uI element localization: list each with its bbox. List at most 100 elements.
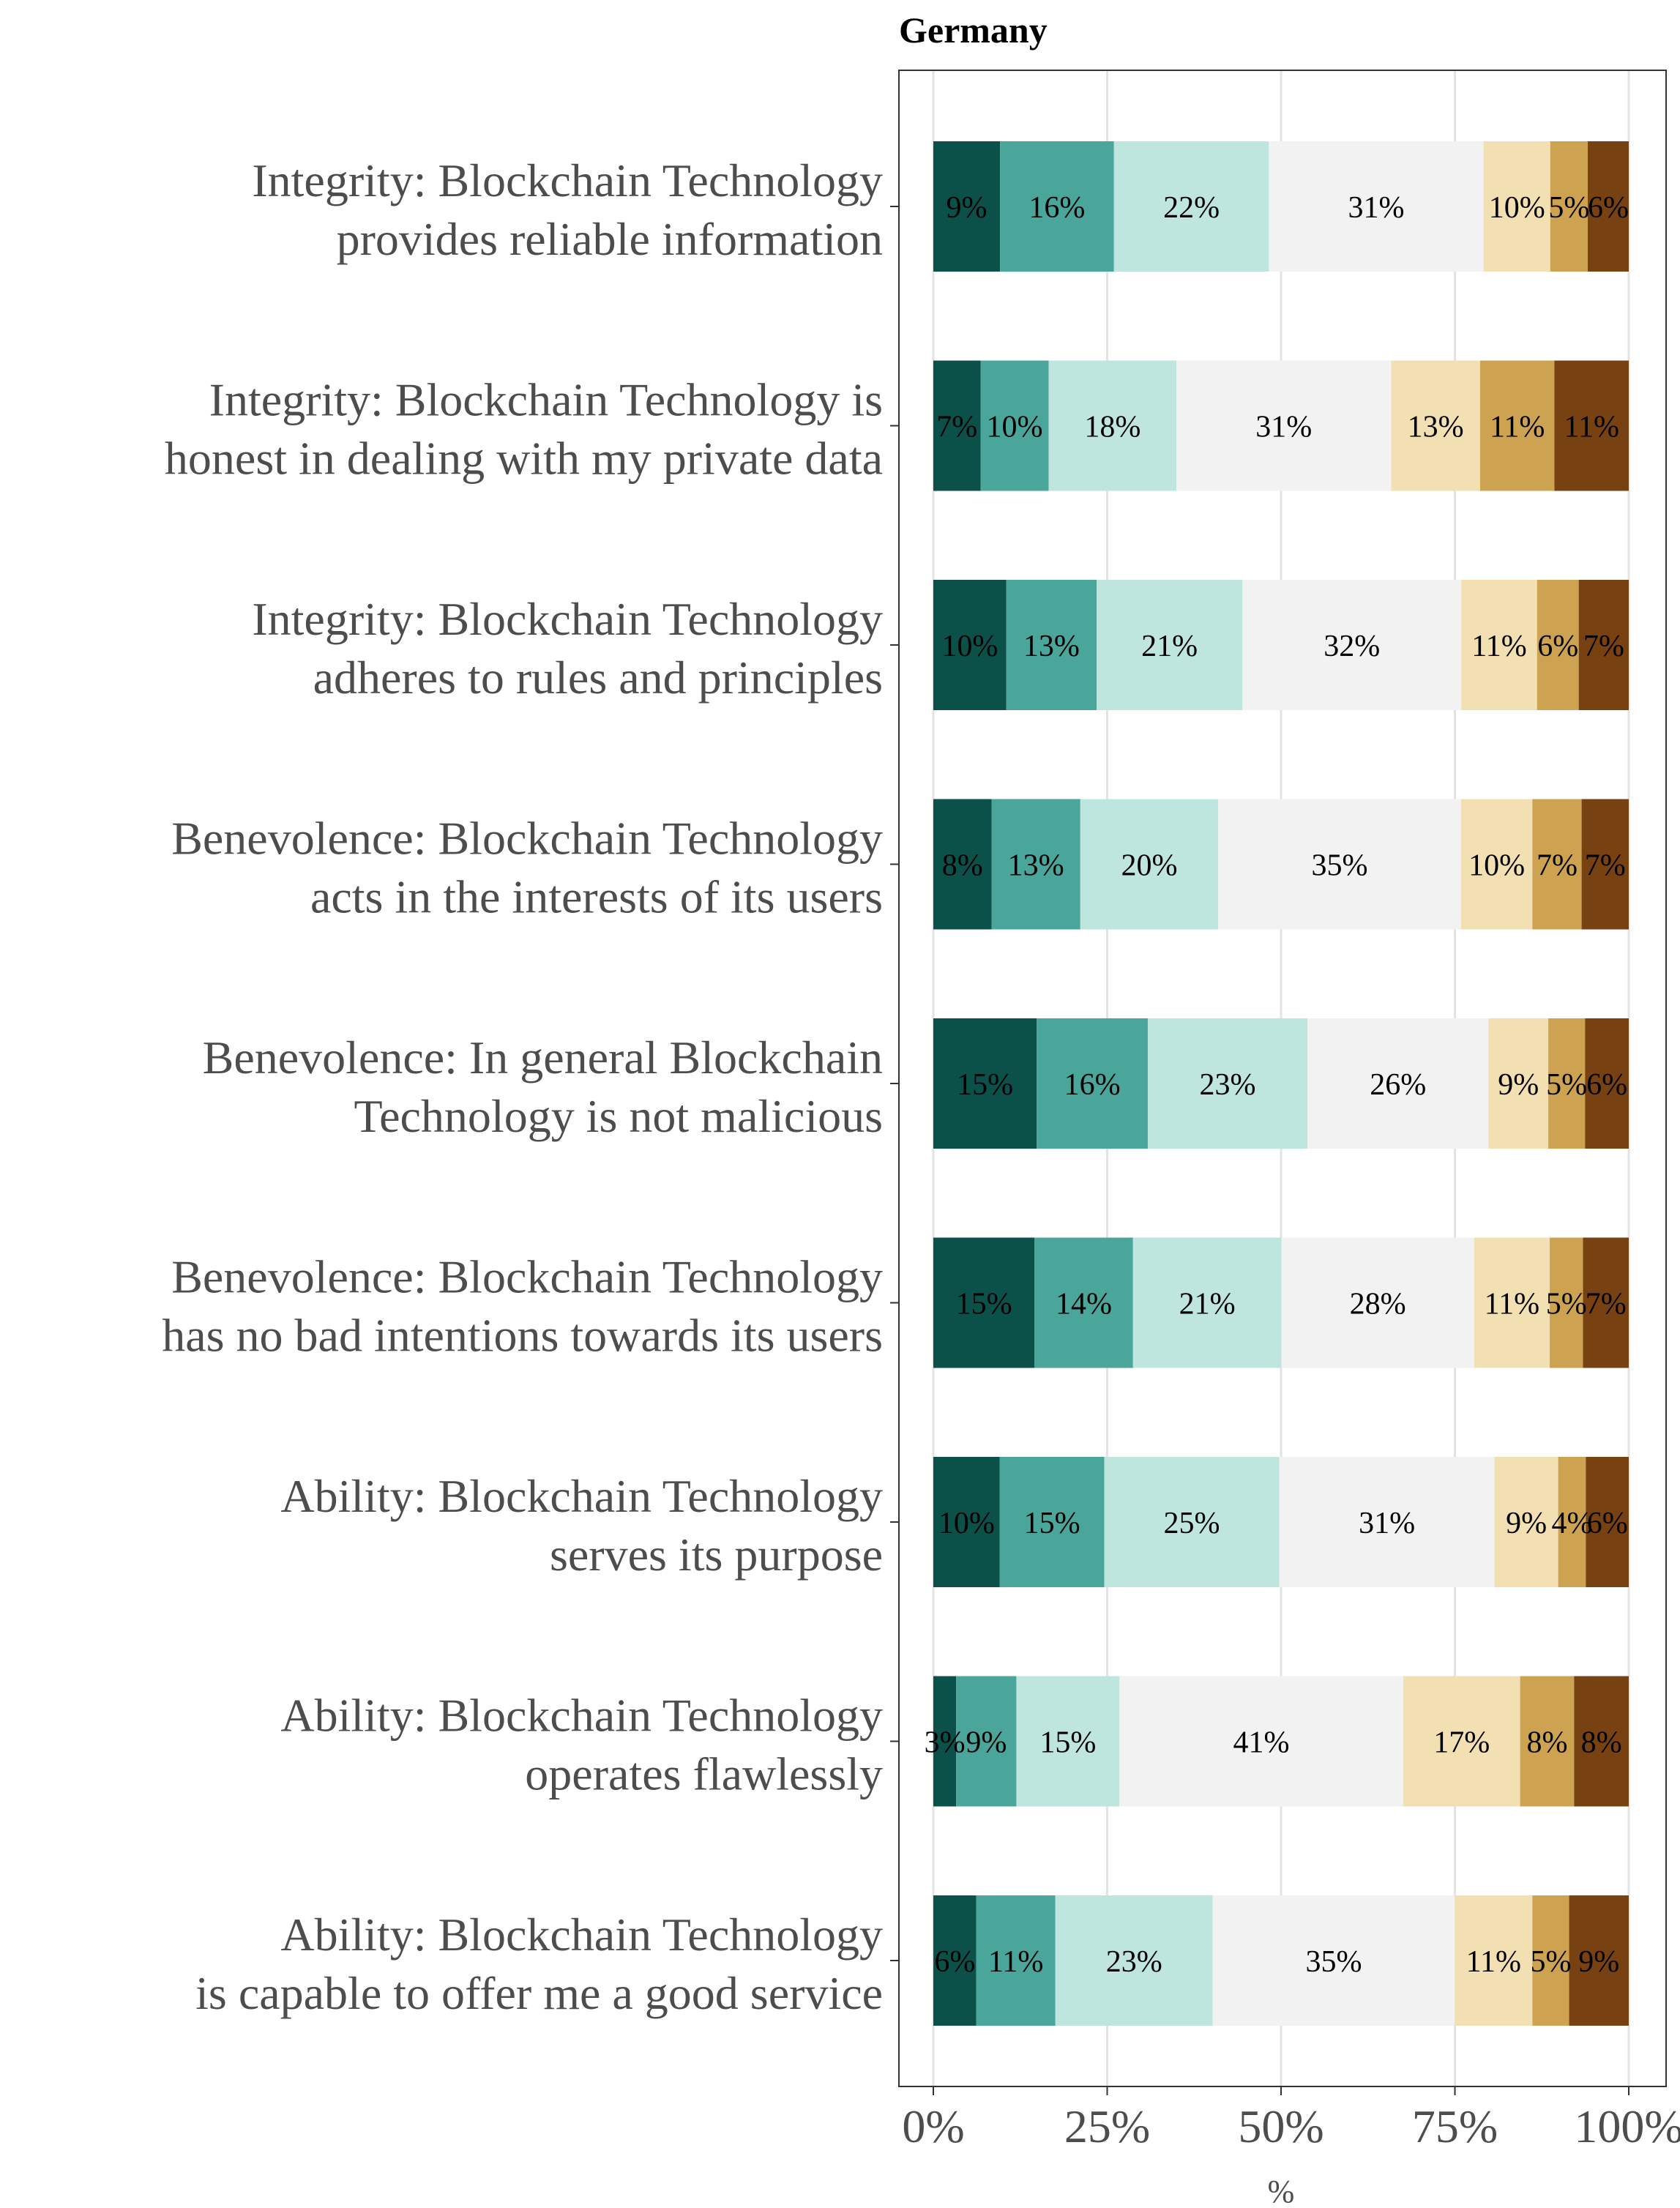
bar-segment bbox=[933, 1237, 1035, 1368]
y-category-label-line: Integrity: Blockchain Technology bbox=[252, 154, 883, 206]
bar-value-label: 11% bbox=[1490, 411, 1545, 444]
bar-segment bbox=[1520, 1676, 1575, 1807]
bar-segment bbox=[1119, 1676, 1403, 1807]
bar-segment bbox=[1016, 1676, 1120, 1807]
bar-segment bbox=[1279, 1457, 1495, 1587]
y-category-label-line: Benevolence: In general Blockchain bbox=[203, 1032, 883, 1084]
y-category-label-line: Benevolence: Blockchain Technology bbox=[171, 813, 883, 865]
y-category-label-line: operates flawlessly bbox=[525, 1748, 883, 1800]
bar-segment bbox=[991, 799, 1080, 930]
bar-segment bbox=[1242, 580, 1462, 710]
bar-value-label: 15% bbox=[957, 1068, 1013, 1102]
bar-value-label: 13% bbox=[1023, 630, 1080, 663]
bar-segment bbox=[1479, 360, 1555, 491]
bar-value-label: 4% bbox=[1551, 1507, 1592, 1540]
bar-segment bbox=[1006, 580, 1097, 710]
bar-value-label: 11% bbox=[988, 1945, 1043, 1979]
bar-segment bbox=[1212, 1895, 1455, 2026]
bar-value-label: 16% bbox=[1064, 1068, 1121, 1102]
bar-value-label: 9% bbox=[1498, 1068, 1539, 1102]
bar-value-label: 7% bbox=[1585, 849, 1626, 883]
bar-value-label: 9% bbox=[966, 1726, 1007, 1760]
y-category-label-line: Ability: Blockchain Technology bbox=[280, 1909, 883, 1961]
bar-segment bbox=[1474, 1237, 1550, 1368]
bar-segment bbox=[1218, 799, 1461, 930]
bar-value-label: 16% bbox=[1028, 191, 1085, 225]
bar-segment bbox=[1048, 360, 1177, 491]
bar-value-label: 17% bbox=[1433, 1726, 1490, 1760]
bar-value-label: 10% bbox=[941, 630, 998, 663]
bars bbox=[933, 141, 1629, 2026]
bar-segment bbox=[1455, 1895, 1533, 2026]
y-category-label: Integrity: Blockchain Technology adheres … bbox=[252, 593, 883, 704]
bar-value-label: 5% bbox=[1548, 191, 1589, 225]
bar-segment bbox=[933, 360, 981, 491]
bar-value-label: 10% bbox=[1468, 849, 1525, 883]
y-axis: Integrity: Blockchain Technology provides… bbox=[162, 154, 899, 2019]
bar-segment bbox=[1532, 1895, 1569, 2026]
bar-segment bbox=[956, 1676, 1017, 1807]
bar-value-label: 32% bbox=[1324, 630, 1380, 663]
bar-value-label: 9% bbox=[1578, 1945, 1619, 1979]
y-category-label-line: Benevolence: Blockchain Technology bbox=[171, 1251, 883, 1303]
bar-segment bbox=[1550, 141, 1588, 272]
bar-value-label: 6% bbox=[934, 1945, 975, 1979]
y-category-label-line: acts in the interests of its users bbox=[310, 871, 883, 923]
bar-value-label: 10% bbox=[987, 411, 1043, 444]
bar-segment bbox=[933, 580, 1007, 710]
bar-value-label: 7% bbox=[1586, 1288, 1627, 1321]
bar-value-label: 21% bbox=[1179, 1288, 1236, 1321]
y-category-label-line: adheres to rules and principles bbox=[313, 652, 883, 704]
bar-value-label: 35% bbox=[1305, 1945, 1362, 1979]
bar-segment bbox=[1403, 1676, 1520, 1807]
bar-segment bbox=[1588, 141, 1629, 272]
y-category-label: Ability: Blockchain Technology operates f… bbox=[280, 1690, 883, 1800]
y-category-label-line: Integrity: Blockchain Technology bbox=[252, 593, 883, 645]
bar-segment bbox=[1494, 1457, 1558, 1587]
bar-segment bbox=[1281, 1237, 1474, 1368]
bar-segment bbox=[1080, 799, 1219, 930]
bar-segment bbox=[1037, 1018, 1148, 1149]
bar-value-label: 20% bbox=[1121, 849, 1178, 883]
y-category-label: Integrity: Blockchain Technology provides… bbox=[252, 154, 883, 265]
bar-segment bbox=[1532, 799, 1582, 930]
panel-border bbox=[898, 70, 1667, 2087]
bar-segment bbox=[933, 1676, 957, 1807]
bar-value-label: 5% bbox=[1546, 1288, 1587, 1321]
bar-value-label: 21% bbox=[1141, 630, 1198, 663]
y-category-label: Benevolence: Blockchain Technology has no… bbox=[162, 1251, 883, 1362]
bar-segment bbox=[1113, 141, 1269, 272]
bar-value-label: 6% bbox=[1588, 191, 1629, 225]
bar-segment bbox=[999, 1457, 1105, 1587]
bar-value-label: 10% bbox=[1489, 191, 1545, 225]
bar-value-label: 15% bbox=[956, 1288, 1012, 1321]
bar-value-label: 23% bbox=[1199, 1068, 1255, 1102]
y-category-label: Ability: Blockchain Technology is capable… bbox=[195, 1909, 883, 2019]
bar-segment bbox=[1569, 1895, 1629, 2026]
bar-segment bbox=[1000, 141, 1114, 272]
bar-segment bbox=[1132, 1237, 1282, 1368]
bar-value-label: 31% bbox=[1255, 411, 1312, 444]
bar-value-label: 28% bbox=[1350, 1288, 1406, 1321]
bar-value-label: 5% bbox=[1530, 1945, 1571, 1979]
bar-value-label: 14% bbox=[1056, 1288, 1112, 1321]
bar-value-label: 23% bbox=[1106, 1945, 1162, 1979]
bar-segment bbox=[1055, 1895, 1213, 2026]
bar-segment bbox=[933, 1018, 1037, 1149]
bar-segment bbox=[1461, 580, 1537, 710]
bar-segment bbox=[1488, 1018, 1549, 1149]
y-category-label-line: Integrity: Blockchain Technology is bbox=[209, 374, 883, 426]
bar-value-label: 8% bbox=[942, 849, 983, 883]
bar-value-label: 11% bbox=[1485, 1288, 1539, 1321]
bar-segment bbox=[1578, 580, 1629, 710]
x-tick-label: 0% bbox=[902, 2100, 964, 2152]
bar-segment bbox=[1574, 1676, 1629, 1807]
bar-segment bbox=[1583, 1237, 1629, 1368]
bar-value-label: 6% bbox=[1537, 630, 1578, 663]
y-category-label-line: Ability: Blockchain Technology bbox=[280, 1690, 883, 1742]
bar-value-label: 6% bbox=[1587, 1507, 1628, 1540]
x-axis-label: % bbox=[1268, 2174, 1295, 2208]
bar-segment bbox=[1097, 580, 1243, 710]
bar-segment bbox=[980, 360, 1049, 491]
